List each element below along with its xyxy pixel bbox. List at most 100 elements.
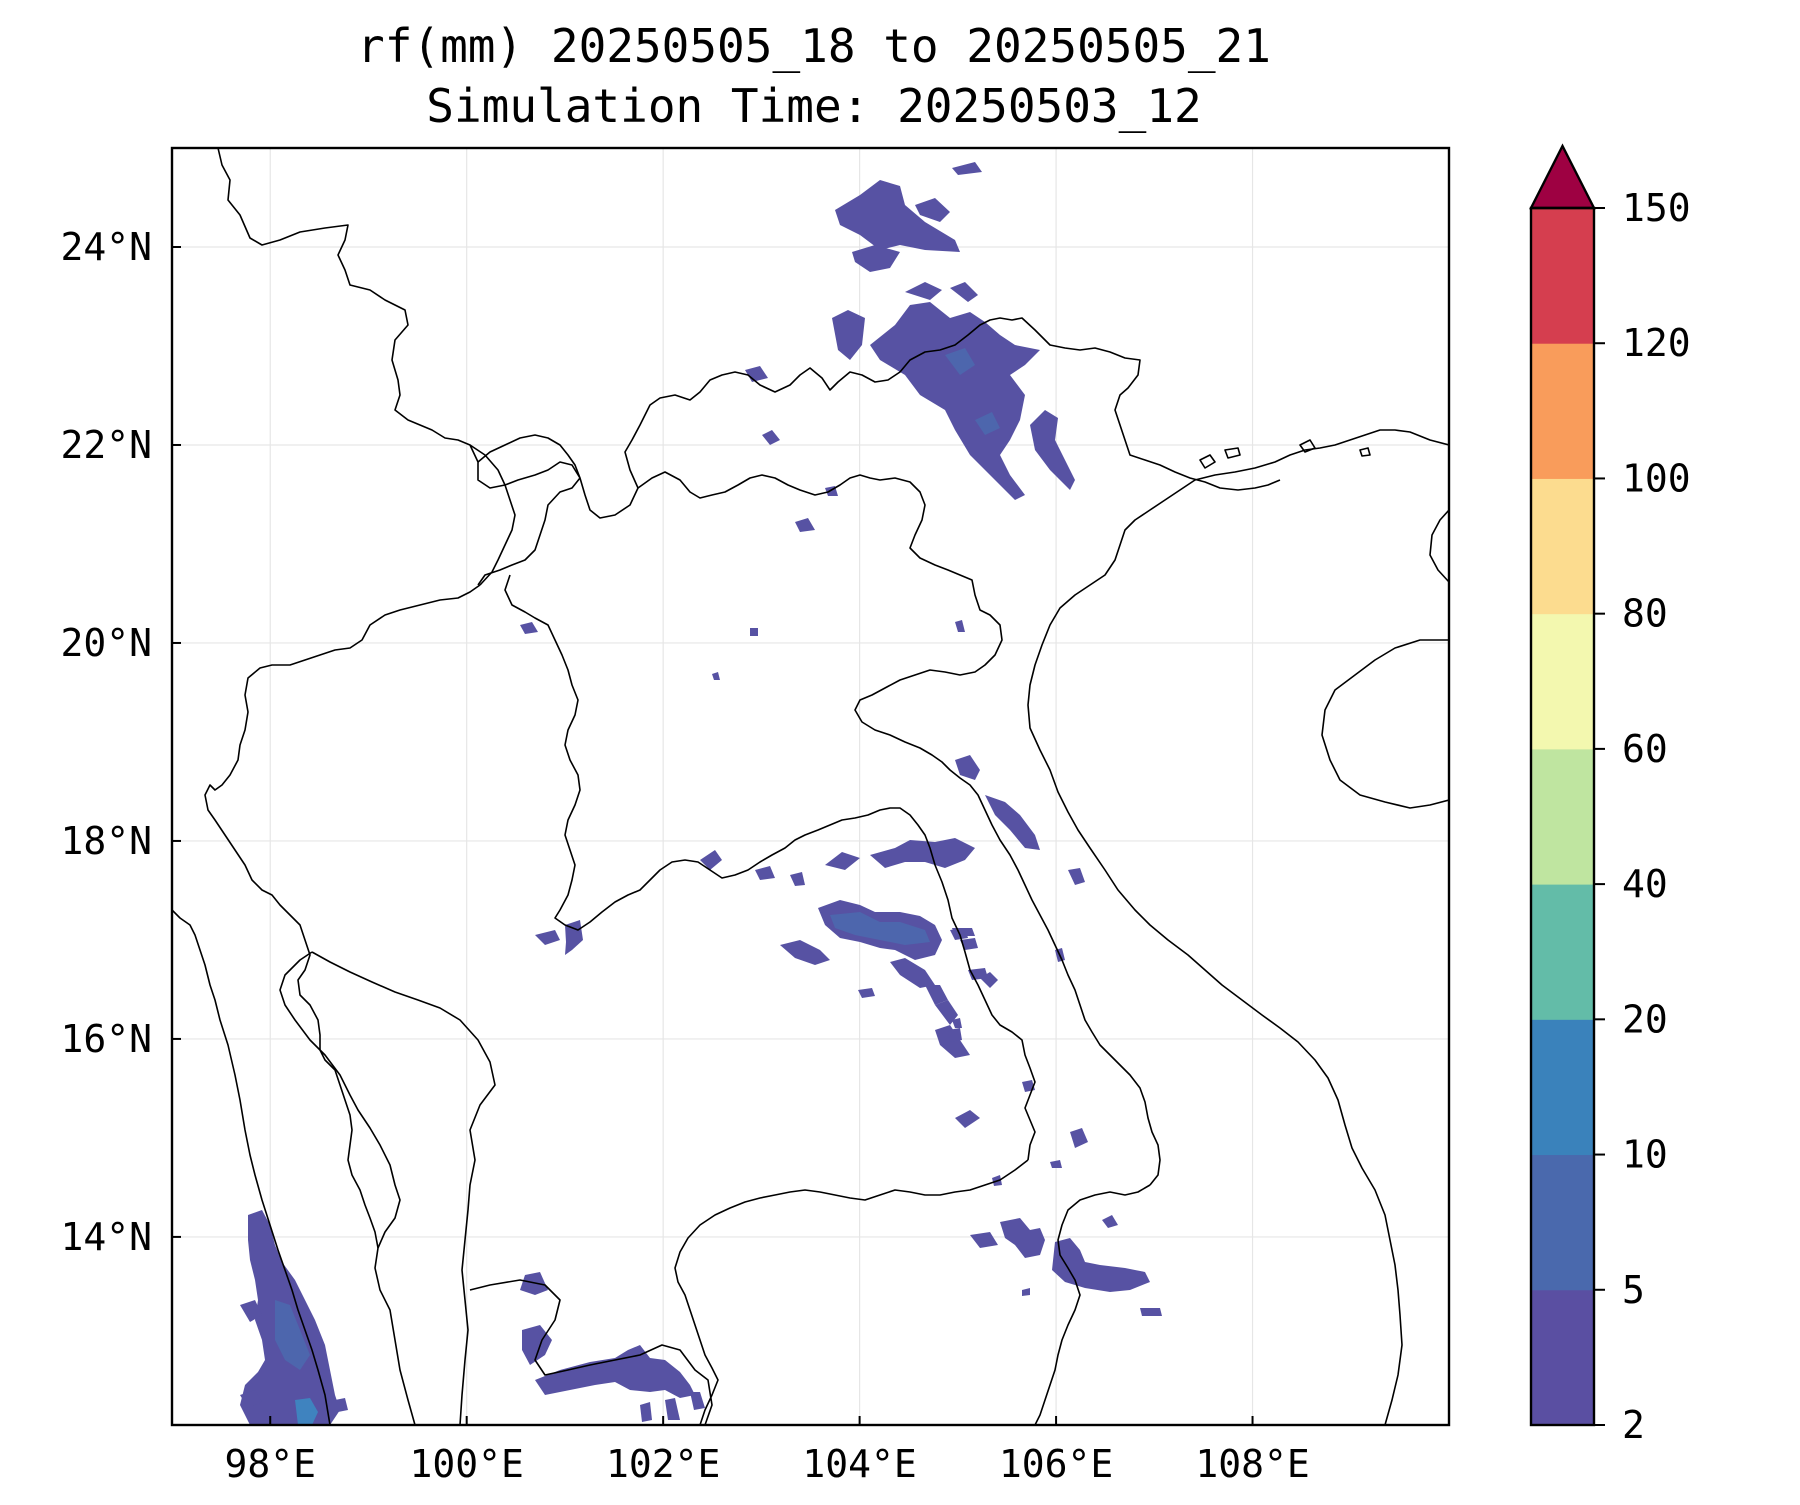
colorbar-segment	[1531, 613, 1594, 750]
rain-patch	[832, 310, 865, 360]
rain-patch	[1068, 868, 1085, 885]
rain-patch	[970, 1232, 998, 1248]
colorbar-tick-label: 20	[1622, 997, 1668, 1041]
rain-patch	[295, 1398, 318, 1425]
rain-patch	[858, 988, 875, 998]
colorbar-tick-label: 2	[1622, 1403, 1645, 1447]
rain-patch	[762, 430, 780, 445]
coastline-vietnam-east	[1027, 429, 1449, 1425]
colorbar-tick-label: 5	[1622, 1268, 1645, 1312]
x-tick-label: 106°E	[999, 1442, 1113, 1486]
colorbar-segment	[1531, 884, 1594, 1020]
rain-patch	[952, 1018, 962, 1028]
map-panel: 98°E 100°E 102°E 104°E 106°E 108°E 24°N 22°N 20…	[60, 146, 1451, 1486]
rain-patch	[975, 412, 1000, 435]
rain-patch	[835, 180, 960, 252]
country-borders	[204, 148, 1281, 1425]
rain-patch	[535, 1345, 695, 1398]
rain-patch	[240, 1300, 262, 1322]
rain-patch	[985, 795, 1040, 850]
x-tick-label: 98°E	[224, 1442, 316, 1486]
rain-patch	[335, 1398, 348, 1412]
rain-patch	[952, 162, 982, 175]
y-tick-label: 20°N	[60, 621, 152, 665]
x-tick-label: 100°E	[409, 1442, 523, 1486]
rain-patch	[905, 282, 942, 300]
rainfall-patches	[240, 162, 1162, 1425]
x-tick-label: 102°E	[606, 1442, 720, 1486]
rain-patch	[700, 850, 722, 870]
rain-patch	[790, 872, 805, 886]
coastline-islands	[1199, 439, 1371, 469]
y-tick-label: 18°N	[60, 819, 152, 863]
rain-patch	[275, 1300, 310, 1370]
rain-patch	[830, 912, 930, 945]
rain-patch	[795, 518, 815, 532]
colorbar-tick-label: 120	[1622, 321, 1691, 365]
rain-patch	[1140, 1308, 1162, 1316]
title-line-1: rf(mm) 20250505_18 to 20250505_21	[357, 19, 1271, 73]
rain-patch	[1050, 1160, 1062, 1168]
border-thailand-cambodia	[674, 1159, 1029, 1425]
colorbar-segment	[1531, 343, 1594, 479]
rain-patch	[1022, 1288, 1030, 1296]
y-tick-label: 22°N	[60, 423, 152, 467]
rain-patch	[852, 245, 900, 272]
rain-patch	[870, 302, 1040, 500]
colorbar-tick-label: 10	[1622, 1133, 1668, 1177]
colorbar-tick-label: 40	[1622, 862, 1668, 906]
border-laos-vietnam	[637, 471, 1161, 1186]
rain-patch	[925, 985, 948, 1005]
rain-patch	[960, 938, 978, 950]
rain-patch	[240, 1390, 262, 1408]
rain-patch	[955, 1110, 980, 1128]
map-frame	[170, 146, 1451, 1427]
rain-patch	[665, 1398, 680, 1420]
border-myanmar-east	[469, 444, 516, 586]
colorbar-segment	[1531, 1154, 1594, 1291]
rain-patch	[955, 620, 965, 632]
colorbar-tick-label: 150	[1622, 186, 1691, 230]
rain-patch	[1070, 1128, 1088, 1148]
rain-patch	[1052, 1238, 1150, 1292]
coastline-leizhou	[1429, 509, 1449, 583]
rain-patch	[870, 838, 975, 868]
border-myanmar-laos	[477, 434, 581, 479]
colorbar-tick-label: 80	[1622, 592, 1668, 636]
map-background	[172, 148, 1449, 1425]
rain-patch	[945, 348, 975, 375]
colorbar-segment	[1531, 748, 1594, 885]
colorbar-segment	[1531, 1289, 1594, 1426]
colorbar-tick-label: 60	[1622, 727, 1668, 771]
rain-patch	[535, 930, 560, 945]
coastline-gulf-west	[279, 951, 416, 1425]
rain-patch	[955, 755, 980, 780]
rain-patch	[780, 940, 830, 965]
rain-patch	[750, 628, 758, 636]
rain-patch	[640, 1402, 652, 1422]
y-tick-label: 16°N	[60, 1017, 152, 1061]
rain-patch	[950, 282, 978, 302]
rain-patch	[690, 1392, 705, 1410]
coastline-hainan	[1321, 639, 1449, 809]
colorbar-frame	[1529, 206, 1596, 1427]
coastline-gulf-head	[311, 951, 496, 1425]
rain-patch	[948, 1028, 962, 1042]
rain-patch	[935, 1000, 958, 1025]
y-tick-label: 14°N	[60, 1215, 152, 1259]
colorbar-segment	[1531, 208, 1594, 344]
rain-patch	[915, 198, 950, 222]
border-china-myanmar	[217, 148, 1281, 519]
x-tick-label: 108°E	[1195, 1442, 1309, 1486]
title-line-2: Simulation Time: 20250503_12	[426, 79, 1201, 133]
colorbar-tick-label: 100	[1622, 456, 1691, 500]
colorbar-segment	[1531, 478, 1594, 615]
rain-patch	[712, 672, 720, 680]
rain-patch	[1030, 410, 1075, 490]
coastlines	[172, 429, 1449, 1425]
y-tick-label: 24°N	[60, 225, 152, 269]
rain-patch	[1000, 1218, 1045, 1258]
colorbar: 2 5 10 20 40 60 80 100 120 150	[1529, 143, 1691, 1447]
